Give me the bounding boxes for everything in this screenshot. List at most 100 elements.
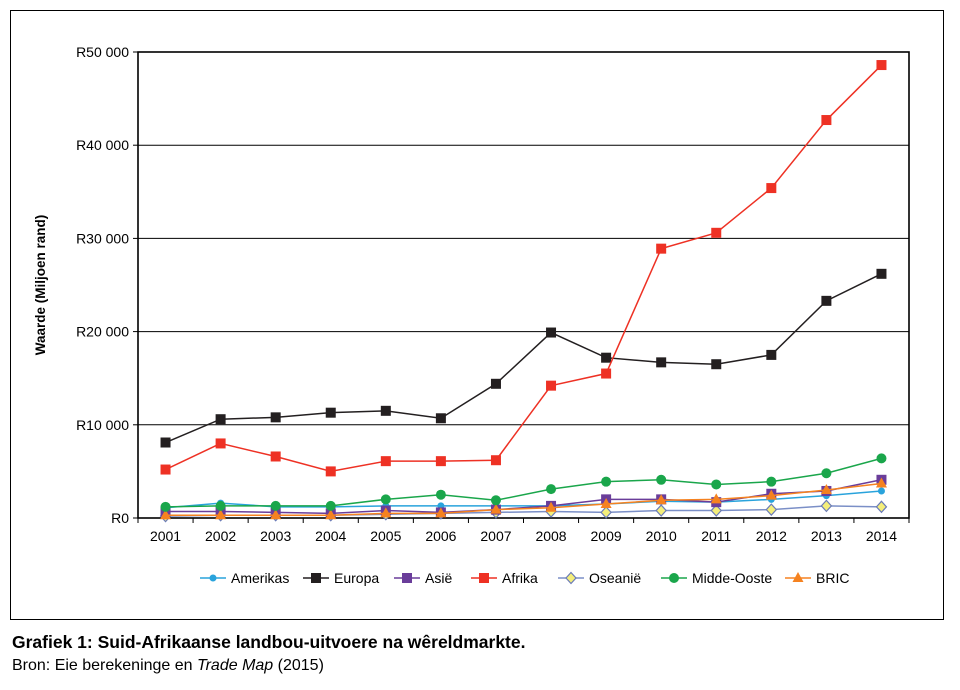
- x-tick-label: 2006: [425, 528, 456, 544]
- series-europa: [160, 268, 887, 448]
- data-point: [820, 499, 833, 513]
- data-point: [875, 477, 887, 488]
- legend-label: Midde-Ooste: [692, 570, 772, 586]
- data-point: [600, 498, 612, 509]
- data-point: [490, 378, 501, 389]
- figure-source: Bron: Eie berekeninge en Trade Map (2015…: [12, 657, 324, 675]
- data-point: [380, 494, 391, 505]
- plot-border: [137, 51, 910, 519]
- legend-marker: [209, 574, 217, 582]
- data-point: [765, 489, 777, 500]
- data-point: [215, 438, 226, 449]
- data-point: [160, 464, 171, 475]
- legend-marker: [311, 573, 321, 583]
- legend-item: BRIC: [785, 570, 849, 586]
- series-line: [165, 482, 882, 516]
- source-suffix: (2015): [273, 657, 324, 674]
- data-point: [160, 509, 172, 520]
- data-point: [490, 455, 501, 466]
- x-tick-label: 2013: [811, 528, 842, 544]
- series-line: [165, 479, 882, 515]
- data-point: [600, 506, 612, 519]
- data-point: [325, 509, 337, 520]
- series-afrika: [160, 60, 887, 477]
- series-line: [165, 64, 882, 473]
- chart-frame: R0 R10 000 R20 000 R30 000 R40 000 R50 000 200…: [10, 10, 944, 620]
- legend-label: Amerikas: [231, 570, 289, 586]
- data-point: [601, 352, 612, 363]
- data-point: [766, 476, 777, 487]
- y-tick-label: R20 000: [76, 324, 129, 340]
- data-point: [490, 495, 501, 506]
- legend-label: Europa: [334, 570, 379, 586]
- data-point: [270, 412, 281, 423]
- series-bric: [160, 477, 887, 520]
- data-point: [270, 500, 281, 511]
- data-point: [766, 183, 777, 194]
- data-point: [601, 476, 612, 487]
- data-point: [711, 359, 722, 370]
- x-tick-label: 2007: [480, 528, 511, 544]
- legend-marker: [479, 573, 489, 583]
- data-point: [215, 500, 226, 511]
- x-tick-label: 2012: [756, 528, 787, 544]
- x-tick-label: 2014: [866, 528, 897, 544]
- data-point: [325, 500, 336, 511]
- data-point: [821, 115, 832, 126]
- data-point: [876, 453, 887, 464]
- legend-item: Afrika: [471, 570, 538, 586]
- data-point: [380, 456, 391, 467]
- legend-label: BRIC: [816, 570, 849, 586]
- data-point: [655, 494, 667, 505]
- x-tick-label: 2001: [150, 528, 181, 544]
- y-tick-label: R0: [111, 510, 129, 526]
- series-line: [165, 490, 882, 509]
- data-point: [821, 295, 832, 306]
- data-point: [655, 504, 667, 517]
- legend-item: Midde-Ooste: [661, 570, 772, 586]
- figure-caption: Grafiek 1: Suid-Afrikaanse landbou-uitvo…: [12, 632, 526, 652]
- data-point: [821, 468, 832, 479]
- legend-label: Afrika: [502, 570, 538, 586]
- data-point: [546, 380, 557, 391]
- data-point: [877, 487, 885, 495]
- x-tick-label: 2004: [315, 528, 346, 544]
- line-chart: R0 R10 000 R20 000 R30 000 R40 000 R50 000 200…: [33, 44, 910, 586]
- y-tick-label: R10 000: [76, 417, 129, 433]
- data-point: [765, 503, 778, 517]
- data-point: [710, 493, 722, 504]
- data-point: [435, 413, 446, 424]
- series-line: [165, 273, 882, 444]
- data-point: [711, 227, 722, 238]
- legend-marker: [565, 571, 577, 585]
- data-point: [546, 327, 557, 338]
- source-prefix: Bron: Eie berekeninge en: [12, 657, 198, 674]
- legend-item: Oseanië: [558, 570, 641, 586]
- data-point: [656, 357, 667, 368]
- data-point: [435, 456, 446, 467]
- legend-item: Europa: [303, 570, 379, 586]
- x-tick-label: 2003: [260, 528, 291, 544]
- data-point: [546, 484, 557, 495]
- data-point: [766, 349, 777, 360]
- data-point: [490, 503, 502, 514]
- x-tick-label: 2011: [701, 528, 731, 544]
- data-point: [601, 368, 612, 379]
- data-point: [215, 414, 226, 425]
- x-tick-label: 2005: [370, 528, 401, 544]
- x-tick-label: 2008: [535, 528, 566, 544]
- x-tick-label: 2010: [646, 528, 677, 544]
- y-tick-label: R30 000: [76, 230, 129, 246]
- y-tick-label: R50 000: [76, 44, 129, 60]
- data-point: [380, 507, 392, 518]
- data-point: [435, 507, 447, 518]
- x-tick-label: 2009: [591, 528, 622, 544]
- legend-label: Oseanië: [589, 570, 641, 586]
- data-point: [270, 451, 281, 462]
- data-point: [710, 504, 723, 517]
- data-point: [215, 509, 227, 520]
- data-point: [160, 437, 171, 448]
- data-point: [380, 405, 391, 416]
- data-point: [656, 243, 667, 254]
- data-point: [820, 484, 832, 495]
